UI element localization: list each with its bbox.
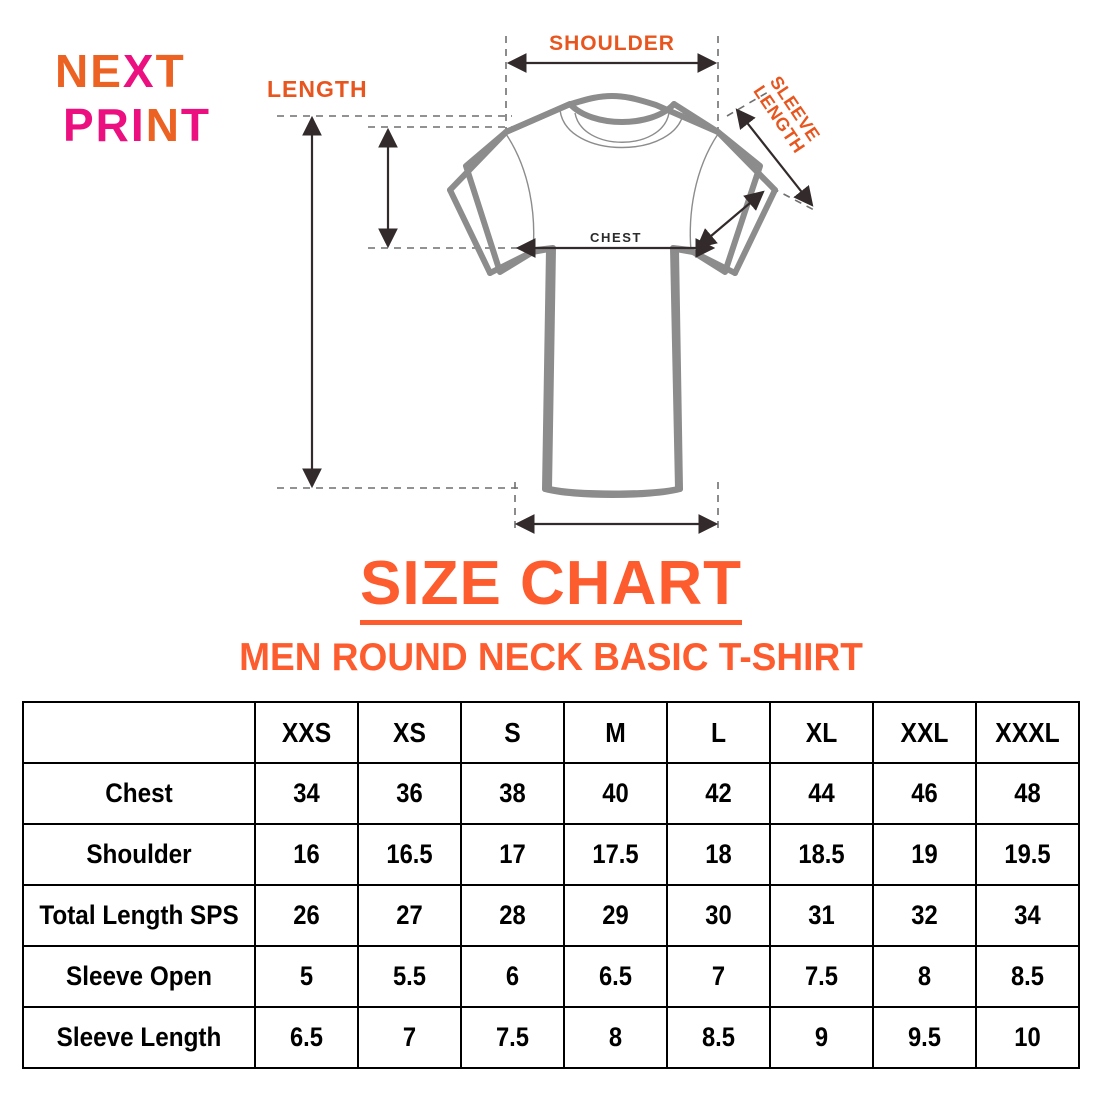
cell-sleeve-length-xxs: 6.5 — [260, 1006, 353, 1069]
table-header-s: S — [466, 701, 559, 764]
logo-letters-pri: PRI — [63, 99, 146, 151]
row-label-chest: Chest — [33, 762, 245, 825]
cell-sleeve-open-xxs: 5 — [260, 945, 353, 1008]
table-row: Sleeve Length 6.5 7 7.5 8 8.5 9 9.5 10 — [23, 1006, 1079, 1069]
table-header-l: L — [672, 701, 765, 764]
logo-letter-t: T — [155, 45, 186, 97]
row-label-sleeve-length: Sleeve Length — [33, 1006, 245, 1069]
table-header-m: M — [569, 701, 662, 764]
cell-chest-s: 38 — [466, 762, 559, 825]
cell-sleeve-open-l: 7 — [672, 945, 765, 1008]
table-header-xxl: XXL — [878, 701, 971, 764]
logo-letter-n2: N — [145, 99, 181, 151]
cell-sleeve-length-xxl: 9.5 — [878, 1006, 971, 1069]
cell-sleeve-length-m: 8 — [569, 1006, 662, 1069]
cell-total-length-s: 28 — [466, 884, 559, 947]
chest-label: CHEST — [590, 230, 642, 245]
tshirt-body-shape — [447, 101, 778, 498]
table-header-xl: XL — [775, 701, 868, 764]
size-chart-table: XXS XS S M L XL XXL XXXL Chest 34 36 38 … — [22, 701, 1080, 1069]
cell-chest-xl: 44 — [775, 762, 868, 825]
page-title-text: SIZE CHART — [360, 549, 742, 625]
cell-chest-xxs: 34 — [260, 762, 353, 825]
cell-shoulder-s: 17 — [466, 823, 559, 886]
table-header-row: XXS XS S M L XL XXL XXXL — [22, 701, 1079, 764]
brand-logo: NEXT PRINT — [55, 44, 285, 164]
cell-sleeve-open-xs: 5.5 — [363, 945, 456, 1008]
sleeve-length-label-group: SLEEVE LENGTH — [749, 72, 824, 156]
cell-chest-m: 40 — [569, 762, 662, 825]
logo-line-next: NEXT — [55, 44, 285, 98]
cell-sleeve-length-xxxl: 10 — [981, 1006, 1074, 1069]
tshirt-underarm-joins — [529, 246, 696, 255]
cell-shoulder-xxxl: 19.5 — [981, 823, 1074, 886]
sleeve-length-dimension-arrow — [735, 108, 814, 207]
table-header-xs: XS — [363, 701, 456, 764]
cell-sleeve-length-s: 7.5 — [466, 1006, 559, 1069]
cell-shoulder-xs: 16.5 — [363, 823, 456, 886]
row-label-shoulder: Shoulder — [33, 823, 245, 886]
cell-shoulder-xxs: 16 — [260, 823, 353, 886]
dimension-arrows — [302, 53, 814, 534]
length-label: LENGTH — [267, 76, 368, 102]
logo-letter-e: E — [90, 45, 123, 97]
cell-total-length-m: 29 — [569, 884, 662, 947]
cell-shoulder-l: 18 — [672, 823, 765, 886]
logo-line-print: PRINT — [55, 98, 285, 152]
cell-sleeve-length-xl: 9 — [775, 1006, 868, 1069]
tshirt-measurement-diagram: LENGTH SHOULDER CHEST SLEEVE LENGTH — [267, 32, 824, 534]
cell-total-length-xxs: 26 — [260, 884, 353, 947]
cell-chest-xxl: 46 — [878, 762, 971, 825]
cell-total-length-xs: 27 — [363, 884, 456, 947]
cell-total-length-xxl: 32 — [878, 884, 971, 947]
sleeve-open-dimension-arrow — [696, 190, 765, 249]
cell-sleeve-open-s: 6 — [466, 945, 559, 1008]
cell-shoulder-m: 17.5 — [569, 823, 662, 886]
table-header-xxs: XXS — [260, 701, 353, 764]
logo-letter-n: N — [55, 45, 91, 97]
table-row: Chest 34 36 38 40 42 44 46 48 — [23, 762, 1079, 825]
cell-total-length-l: 30 — [672, 884, 765, 947]
page-subtitle: MEN ROUND NECK BASIC T-SHIRT — [239, 636, 863, 679]
cell-chest-xs: 36 — [363, 762, 456, 825]
cell-total-length-xxxl: 34 — [981, 884, 1074, 947]
table-row: Shoulder 16 16.5 17 17.5 18 18.5 19 19.5 — [23, 823, 1079, 886]
row-label-sleeve-open: Sleeve Open — [33, 945, 245, 1008]
cell-chest-l: 42 — [672, 762, 765, 825]
row-label-total-length-sps: Total Length SPS — [33, 884, 245, 947]
cell-sleeve-length-xs: 7 — [363, 1006, 456, 1069]
logo-letter-t2: T — [180, 99, 212, 151]
logo-letter-x: X — [122, 45, 156, 97]
cell-total-length-xl: 31 — [775, 884, 868, 947]
table-row: Total Length SPS 26 27 28 29 30 31 32 34 — [23, 884, 1079, 947]
cell-sleeve-open-xxxl: 8.5 — [981, 945, 1074, 1008]
table-header-xxxl: XXXL — [981, 701, 1074, 764]
cell-sleeve-open-xl: 7.5 — [775, 945, 868, 1008]
cell-sleeve-open-m: 6.5 — [569, 945, 662, 1008]
cell-chest-xxxl: 48 — [981, 762, 1074, 825]
cell-shoulder-xxl: 19 — [878, 823, 971, 886]
tshirt-outline — [463, 93, 763, 497]
cell-shoulder-xl: 18.5 — [775, 823, 868, 886]
page-title: SIZE CHART — [0, 548, 1102, 625]
shoulder-label: SHOULDER — [549, 32, 675, 55]
cell-sleeve-length-l: 8.5 — [672, 1006, 765, 1069]
table-row: Sleeve Open 5 5.5 6 6.5 7 7.5 8 8.5 — [23, 945, 1079, 1008]
cell-sleeve-open-xxl: 8 — [878, 945, 971, 1008]
table-corner-cell — [22, 701, 256, 764]
